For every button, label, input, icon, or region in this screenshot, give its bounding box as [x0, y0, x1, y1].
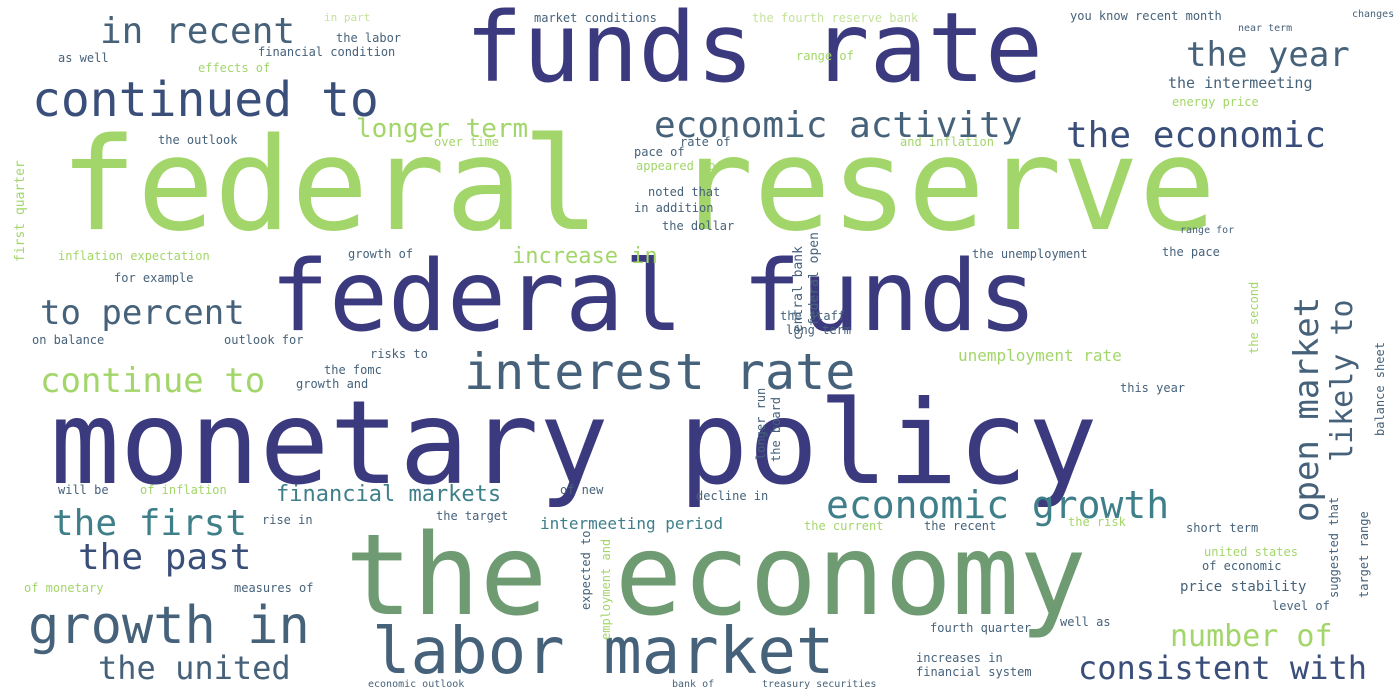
word-the-dollar: the dollar [662, 219, 735, 233]
word-the-year: the year [1186, 35, 1350, 75]
word-this-year: this year [1120, 381, 1186, 395]
word-changes-in: changes in [1352, 9, 1400, 20]
word-balance-sheet: balance sheet [1373, 342, 1387, 436]
word-economic-growth: economic growth [826, 483, 1170, 527]
word-to-percent: to percent [40, 293, 245, 333]
word-treasury-securities: treasury securities [762, 679, 877, 690]
word-the-labor: the labor [336, 31, 402, 45]
word-of-monetary: of monetary [24, 581, 104, 595]
word-growth-of: growth of [348, 247, 414, 261]
word-for-example: for example [114, 271, 194, 285]
word-the-second: the second [1247, 281, 1261, 354]
word-the-risk: the risk [1068, 515, 1126, 529]
word-effects-of: effects of [198, 61, 271, 75]
word-near-term: near term [1238, 23, 1293, 34]
word-appeared-to: appeared to [636, 159, 716, 173]
word-well-as: well as [1060, 615, 1111, 629]
word-rise-in: rise in [262, 513, 313, 527]
word-of-inflation: of inflation [140, 483, 227, 497]
word-energy-price: energy price [1172, 95, 1259, 109]
word-and-inflation: and inflation [900, 135, 994, 149]
word-rate-of: rate of [680, 135, 731, 149]
word-pace-of: pace of [634, 145, 685, 159]
word-consistent-with: consistent with [1078, 649, 1367, 687]
word-the-first: the first [52, 503, 248, 544]
word-fourth-reserve-bank: the fourth reserve bank [752, 11, 919, 25]
word-likely-to: likely to [1325, 299, 1360, 462]
word-the-unemployment: the unemployment [972, 247, 1088, 261]
word-on-balance: on balance [32, 333, 105, 347]
word-intermeeting-period: intermeeting period [540, 514, 724, 533]
word-measures-of: measures of [234, 581, 314, 595]
word-bank-of: bank of [672, 679, 715, 690]
word-the-outlook: the outlook [158, 133, 238, 147]
word-over-time: over time [434, 135, 500, 149]
word-in-part: in part [324, 11, 371, 24]
word-the-past: the past [78, 537, 252, 578]
word-the-current: the current [804, 519, 884, 533]
word-the-recent: the recent [924, 519, 997, 533]
word-federal-funds: federal funds [270, 240, 1038, 354]
word-interest-rate: interest rate [464, 343, 856, 401]
word-funds-rate: funds rate [465, 0, 1043, 104]
word-expected-to: expected to [579, 530, 593, 610]
word-as-well: as well [58, 51, 109, 65]
word-noted-that: noted that [648, 185, 721, 199]
word-labor-market: labor market [372, 615, 835, 689]
word-longer-run: longer run [754, 387, 768, 460]
word-range-of: range of [796, 49, 854, 63]
word-employment-and: employment and [599, 538, 613, 640]
word-the-target: the target [436, 509, 509, 523]
word-longer-term: longer term [356, 114, 529, 144]
word-the-economy: the economy [345, 511, 1087, 641]
word-financial-condition: financial condition [258, 45, 396, 59]
word-growth-in: growth in [28, 596, 310, 656]
word-risks-to: risks to [370, 347, 428, 361]
word-the-economic: the economic [1066, 115, 1327, 156]
word-economic-outlook: economic outlook [368, 679, 465, 690]
word-the-fomc: the fomc [324, 363, 382, 377]
word-the-board: the board [769, 396, 783, 462]
word-the-pace: the pace [1162, 245, 1220, 259]
word-inflation-expectation: inflation expectation [58, 249, 210, 263]
word-continue-to: continue to [40, 361, 266, 401]
word-long-term: long term [786, 323, 852, 337]
word-decline-in: decline in [696, 489, 769, 503]
word-the-staff: the staff [780, 309, 846, 323]
word-range-for: range for [1180, 225, 1235, 236]
word-fourth-quarter: fourth quarter [930, 621, 1032, 635]
word-financial-system: financial system [916, 665, 1032, 679]
word-target-range: target range [1357, 511, 1371, 598]
word-open-market: open market [1287, 296, 1327, 522]
word-of-economic: of economic [1202, 559, 1282, 573]
word-increases-in: increases in [916, 651, 1003, 665]
word-you-know-recent-month: you know recent month [1070, 9, 1222, 23]
word-increase-in: increase in [512, 244, 658, 269]
word-in-addition: in addition [634, 201, 714, 215]
word-outlook-for: outlook for [224, 333, 304, 347]
word-in-recent: in recent [100, 11, 296, 52]
word-growth-and: growth and [296, 377, 369, 391]
word-financial-markets: financial markets [276, 482, 502, 507]
word-united-states: united states [1204, 545, 1298, 559]
word-price-stability: price stability [1180, 579, 1307, 595]
word-monetary-policy: monetary policy [50, 376, 1098, 511]
word-first-quarter: first quarter [13, 160, 28, 262]
word-continued-to: continued to [32, 72, 379, 128]
word-the-united: the united [98, 649, 291, 687]
word-short-term: short term [1186, 521, 1259, 535]
word-of-new: of new [560, 483, 604, 497]
word-will-be: will be [58, 483, 109, 497]
word-suggested-that: suggested that [1327, 496, 1341, 598]
word-the-intermeeting: the intermeeting [1168, 74, 1313, 92]
word-federal-reserve: federal reserve [60, 111, 1216, 260]
word-economic-activity: economic activity [654, 105, 1023, 146]
word-number-of: number of [1170, 619, 1333, 654]
word-level-of: level of [1272, 599, 1330, 613]
word-market-conditions: market conditions [534, 11, 657, 25]
word-unemployment-rate: unemployment rate [958, 346, 1122, 365]
